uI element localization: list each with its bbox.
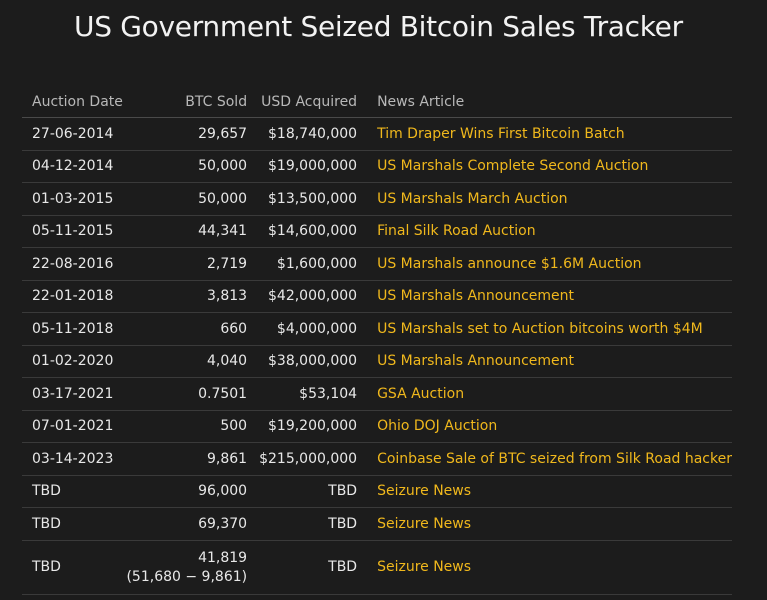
auction-date-cell: TBD [22, 540, 127, 595]
btc-sold-cell: 41,819 (51,680 − 9,861) [126, 540, 250, 595]
table-row: TBD 41,819 (51,680 − 9,861) TBD Seizure … [22, 540, 732, 595]
btc-sold-cell: 500 [126, 410, 250, 443]
table-row: 27-06-2014 29,657 $18,740,000 Tim Draper… [22, 117, 732, 151]
table-row: 04-12-2014 50,000 $19,000,000 US Marshal… [22, 150, 732, 183]
seized-bitcoin-table: Auction Date BTC Sold USD Acquired News … [22, 86, 732, 595]
table-row: 03-14-2023 9,861 $215,000,000 Coinbase S… [22, 442, 732, 476]
usd-acquired-cell: $14,600,000 [249, 215, 360, 248]
column-header-usd-acquired: USD Acquired [249, 86, 360, 118]
btc-sold-calculation: (51,680 − 9,861) [126, 568, 248, 585]
table-row: 07-01-2021 500 $19,200,000 Ohio DOJ Auct… [22, 410, 732, 443]
table-row: 05-11-2018 660 $4,000,000 US Marshals se… [22, 312, 732, 346]
news-article-link[interactable]: GSA Auction [377, 385, 465, 402]
usd-acquired-cell: TBD [249, 507, 360, 541]
btc-sold-cell: 29,657 [126, 117, 250, 151]
usd-acquired-cell: TBD [249, 540, 360, 595]
page-title: US Government Seized Bitcoin Sales Track… [74, 10, 683, 43]
column-header-news-article: News Article [359, 86, 732, 118]
news-article-link[interactable]: Seizure News [377, 559, 472, 575]
auction-date-cell: 03-14-2023 [22, 442, 127, 476]
usd-acquired-cell: $42,000,000 [249, 280, 360, 313]
btc-sold-cell: 2,719 [126, 247, 250, 281]
auction-date-cell: 07-01-2021 [22, 410, 127, 443]
table-row: 22-01-2018 3,813 $42,000,000 US Marshals… [22, 280, 732, 313]
news-article-link[interactable]: US Marshals Announcement [377, 288, 575, 305]
usd-acquired-cell: $13,500,000 [249, 182, 360, 216]
auction-date-cell: 22-08-2016 [22, 247, 127, 281]
usd-acquired-cell: $19,000,000 [249, 150, 360, 183]
news-article-link[interactable]: Ohio DOJ Auction [377, 418, 498, 435]
btc-sold-cell: 660 [126, 312, 250, 346]
btc-sold-cell: 9,861 [126, 442, 250, 476]
news-article-link[interactable]: US Marshals March Auction [377, 190, 568, 207]
usd-acquired-cell: $38,000,000 [249, 345, 360, 378]
table-row: 01-02-2020 4,040 $38,000,000 US Marshals… [22, 345, 732, 378]
auction-date-cell: 03-17-2021 [22, 377, 127, 411]
usd-acquired-cell: $18,740,000 [249, 117, 360, 151]
news-article-link[interactable]: US Marshals Announcement [377, 353, 575, 370]
table-row: 01-03-2015 50,000 $13,500,000 US Marshal… [22, 182, 732, 216]
auction-date-cell: TBD [22, 507, 127, 541]
btc-sold-cell: 3,813 [126, 280, 250, 313]
news-article-link[interactable]: US Marshals announce $1.6M Auction [377, 255, 642, 272]
auction-date-cell: 22-01-2018 [22, 280, 127, 313]
usd-acquired-cell: $19,200,000 [249, 410, 360, 443]
table-row: 03-17-2021 0.7501 $53,104 GSA Auction [22, 377, 732, 411]
column-header-btc-sold: BTC Sold [126, 86, 250, 118]
auction-date-cell: TBD [22, 475, 127, 508]
auction-date-cell: 01-02-2020 [22, 345, 127, 378]
auction-date-cell: 01-03-2015 [22, 182, 127, 216]
btc-sold-cell: 0.7501 [126, 377, 250, 411]
btc-sold-cell: 50,000 [126, 182, 250, 216]
btc-sold-cell: 69,370 [126, 507, 250, 541]
btc-sold-value: 41,819 [198, 549, 248, 566]
btc-sold-cell: 44,341 [126, 215, 250, 248]
table-header-row: Auction Date BTC Sold USD Acquired News … [22, 86, 732, 118]
news-article-link[interactable]: Seizure News [377, 483, 472, 500]
column-header-auction-date: Auction Date [22, 86, 127, 118]
usd-acquired-cell: $215,000,000 [249, 442, 360, 476]
news-article-link[interactable]: US Marshals set to Auction bitcoins wort… [377, 320, 703, 337]
usd-acquired-cell: $1,600,000 [249, 247, 360, 281]
auction-date-cell: 27-06-2014 [22, 117, 127, 151]
auction-date-cell: 05-11-2015 [22, 215, 127, 248]
auction-date-cell: 05-11-2018 [22, 312, 127, 346]
table-row: 05-11-2015 44,341 $14,600,000 Final Silk… [22, 215, 732, 248]
btc-sold-cell: 96,000 [126, 475, 250, 508]
auction-date-cell: 04-12-2014 [22, 150, 127, 183]
table-row: 22-08-2016 2,719 $1,600,000 US Marshals … [22, 247, 732, 281]
news-article-link[interactable]: Seizure News [377, 515, 472, 532]
usd-acquired-cell: TBD [249, 475, 360, 508]
btc-sold-cell: 4,040 [126, 345, 250, 378]
news-article-link[interactable]: Final Silk Road Auction [377, 223, 536, 240]
table-row: TBD 69,370 TBD Seizure News [22, 507, 732, 541]
table-row: TBD 96,000 TBD Seizure News [22, 475, 732, 508]
news-article-link[interactable]: US Marshals Complete Second Auction [377, 158, 649, 175]
usd-acquired-cell: $53,104 [249, 377, 360, 411]
btc-sold-cell: 50,000 [126, 150, 250, 183]
news-article-link[interactable]: Tim Draper Wins First Bitcoin Batch [377, 125, 625, 142]
news-article-link[interactable]: Coinbase Sale of BTC seized from Silk Ro… [377, 450, 732, 467]
usd-acquired-cell: $4,000,000 [249, 312, 360, 346]
